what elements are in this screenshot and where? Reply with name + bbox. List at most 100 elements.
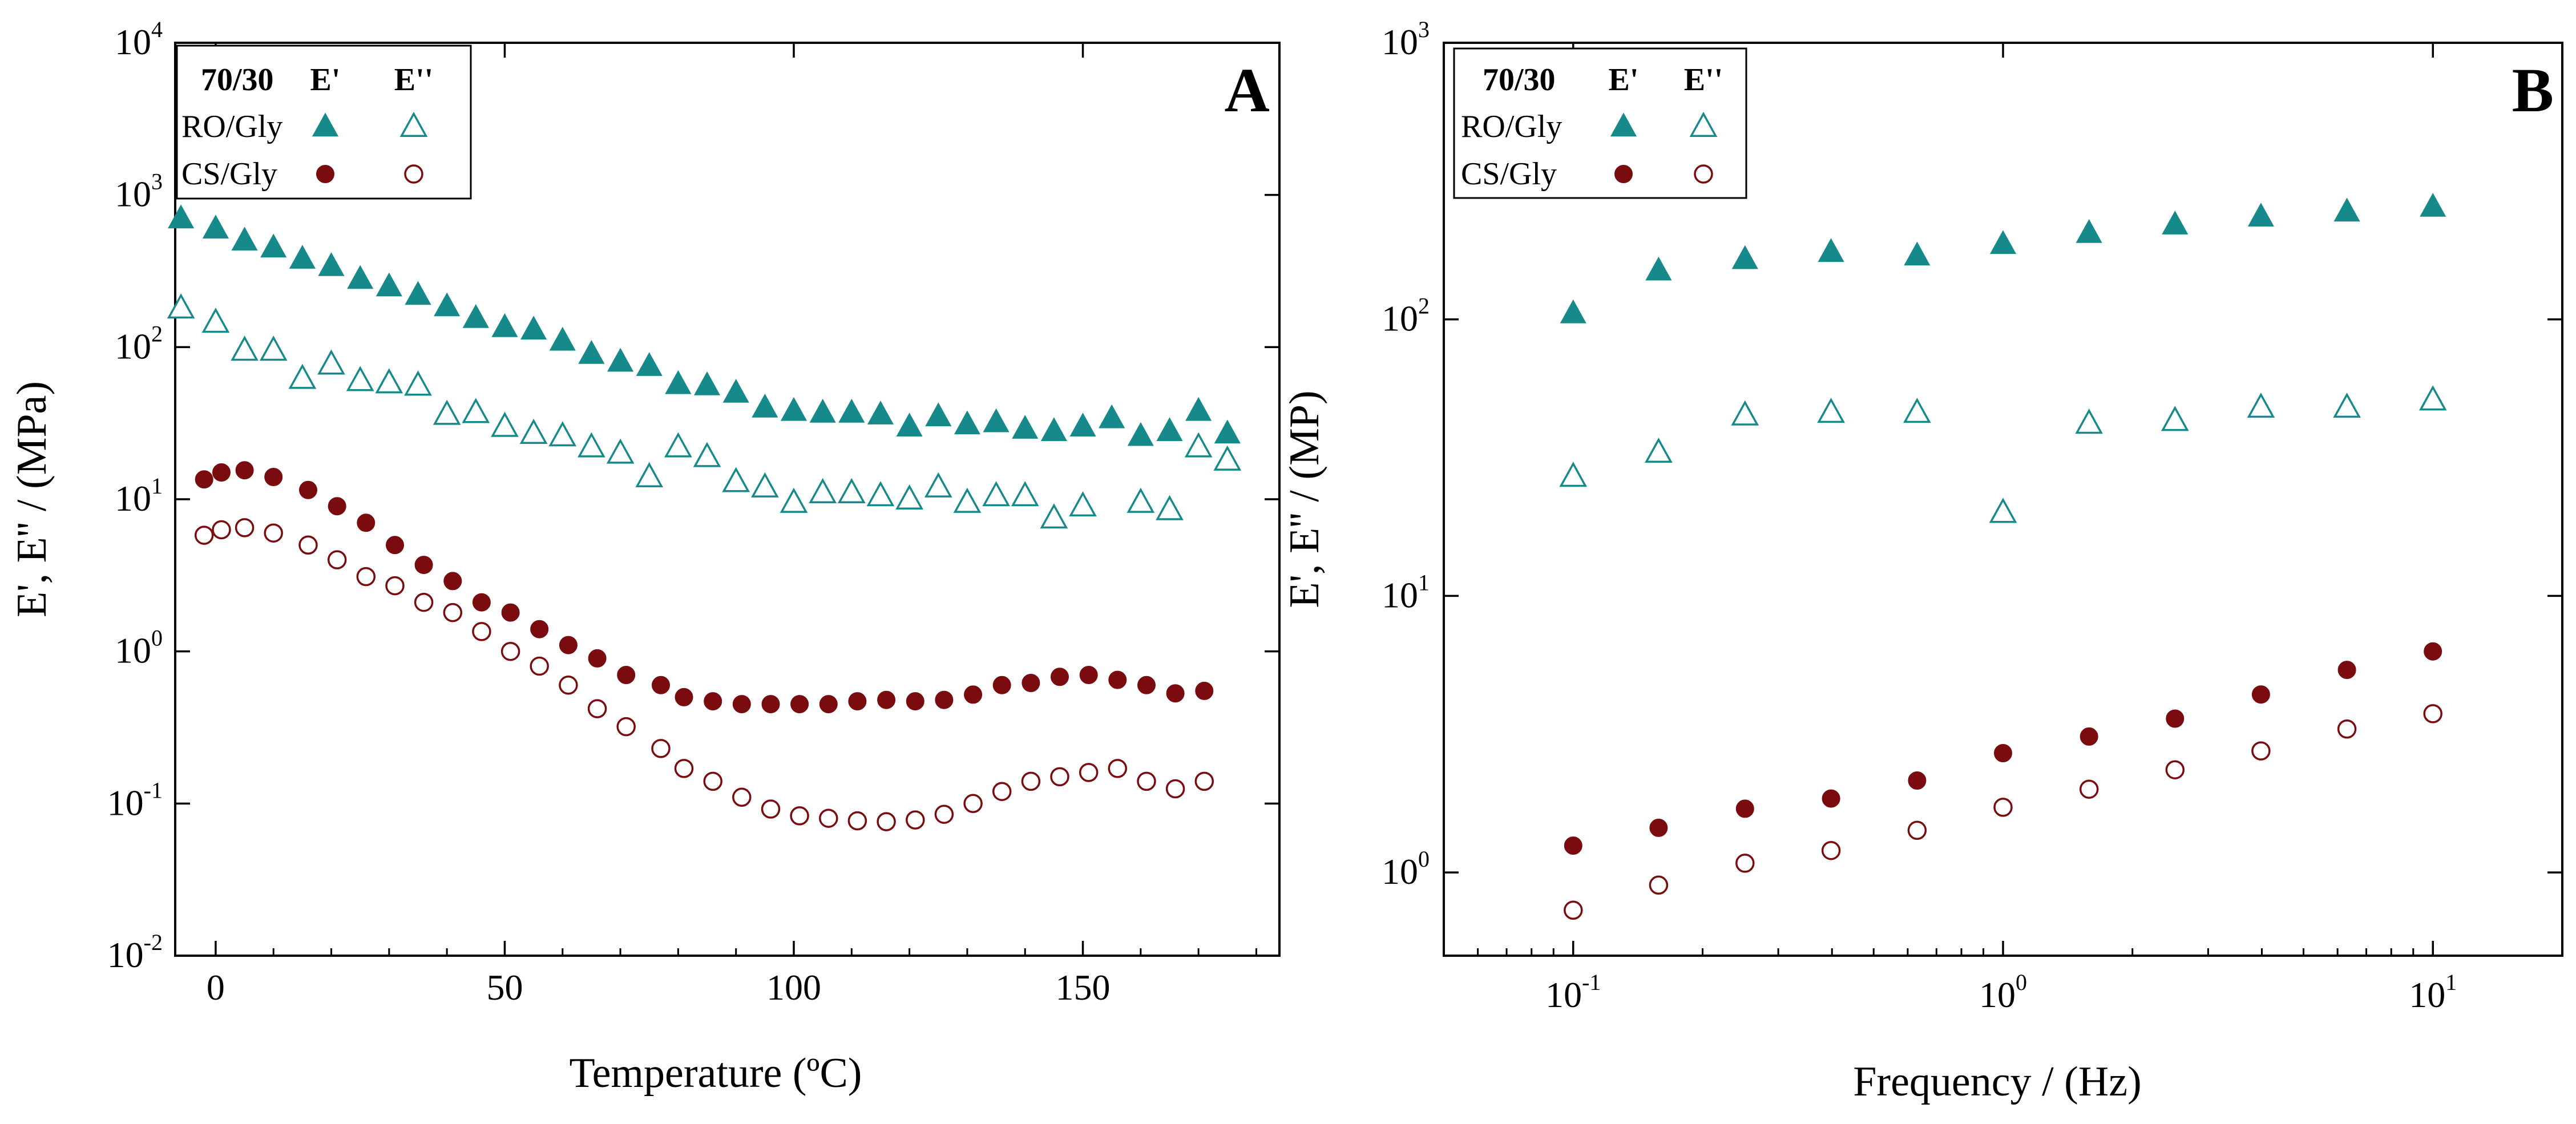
panel-b-series-2 [1559, 385, 2447, 523]
panel-a-y-tick-label: 10-2 [107, 929, 163, 975]
panel-a-data-point [1021, 771, 1041, 791]
panel-b-legend-col1: E' [1609, 62, 1639, 98]
panel-a-data-point [906, 810, 925, 830]
panel-b-data-point [1731, 400, 1759, 426]
panel-a-data-point [1069, 413, 1096, 436]
panel-b-data-point [1731, 245, 1758, 269]
panel-a-data-point [906, 692, 924, 711]
panel-b-legend-markers [1610, 111, 1718, 184]
panel-b-data-point [2247, 203, 2274, 227]
panel-a-data-point [212, 520, 231, 540]
panel-b-data-point [1817, 398, 1845, 423]
panel-a-data-point [201, 308, 230, 333]
panel-a-data-point [751, 472, 779, 498]
panel-b-data-point [1994, 744, 2012, 762]
panel-b-data-point [2165, 760, 2185, 779]
panel-b-legend-marker-open [1694, 164, 1713, 184]
panel-a-data-point [1051, 668, 1069, 686]
panel-a-legend-row1-label: RO/Gly [181, 109, 282, 144]
panel-a-data-point [1069, 491, 1097, 517]
panel-a-data-point [414, 592, 434, 612]
panel-a-data-point [202, 215, 229, 238]
panel-b-legend-marker-filled [1614, 165, 1633, 183]
panel-a-data-point [1194, 771, 1214, 791]
panel-b-series-1 [1560, 193, 2446, 324]
panel-b-data-point [1645, 437, 1673, 463]
panel-a-data-point [1079, 666, 1098, 684]
panel-a-data-point [231, 335, 259, 361]
panel-b-data-point [1649, 875, 1669, 895]
panel-a-data-point [194, 525, 214, 545]
panel-a-data-point [1166, 684, 1185, 703]
panel-b-data-point [1564, 900, 1583, 920]
panel-a-x-axis-title: Temperature (ºC) [570, 1050, 862, 1097]
panel-a-data-point [934, 804, 954, 824]
panel-a-data-point [386, 536, 404, 555]
panel-a-data-point [519, 418, 548, 444]
panel-a-data-point [588, 649, 607, 668]
panel-a-data-point [264, 523, 283, 543]
panel-a-legend-marker-open [399, 111, 428, 137]
panel-b-label: B [2512, 55, 2554, 125]
panel-a-data-point [1127, 487, 1155, 513]
panel-b-x-tick-label: 100 [1979, 969, 2027, 1015]
panel-a-y-tick-label: 103 [115, 169, 163, 215]
panel-a-data-point [404, 370, 432, 396]
panel-a-data-point [664, 432, 692, 458]
panel-a-data-point [635, 462, 664, 487]
panel-a-x-tick-label: 50 [486, 967, 523, 1008]
panel-a-data-point [1021, 674, 1040, 692]
panel-a-data-point [704, 692, 722, 711]
panel-a-legend-marker-filled [312, 112, 339, 137]
panel-a-data-point [982, 481, 1010, 507]
panel-b-data-point [2251, 741, 2271, 761]
panel-a-legend-sample: 70/30 [201, 62, 274, 98]
panel-b-data-point [2080, 727, 2098, 746]
panel-a-legend-marker-filled [316, 165, 334, 183]
panel-a-data-point [651, 739, 671, 758]
panel-a-x-tick-label: 0 [207, 967, 225, 1008]
panel-a-data-point [212, 463, 231, 482]
panel-b-y-axis: 100 101 102 103 [1382, 17, 2562, 892]
panel-b-data-point [1989, 230, 2017, 254]
panel-a-data-point [559, 636, 578, 654]
panel-a-data-point [674, 759, 694, 778]
panel-a-data-point [780, 397, 807, 421]
panel-a-y-tick-label: 10-1 [107, 777, 163, 823]
panel-a-data-point [1195, 681, 1214, 700]
panel-a-data-point [780, 487, 808, 513]
panel-a-legend: 70/30 E' E'' RO/Gly CS/Gly [176, 45, 472, 200]
panel-a-data-point [665, 370, 692, 394]
panel-a-legend-markers [312, 111, 428, 184]
panel-a-data-point [1099, 404, 1125, 428]
panel-b-x-axis-title: Frequency / (Hz) [1853, 1058, 2141, 1105]
panel-b-data-point [2333, 393, 2361, 418]
panel-b-data-point [2166, 709, 2185, 728]
panel-a-data-point [434, 292, 461, 317]
panel-a-data-point [1156, 495, 1184, 520]
panel-a-data-point [548, 421, 577, 447]
panel-a-legend-row2-label: CS/Gly [181, 156, 277, 192]
panel-b-data-point [2075, 409, 2103, 434]
panel-b-series-3 [1564, 642, 2442, 855]
panel-a-data-point [347, 265, 374, 289]
panel-a-data-point [983, 408, 1010, 432]
panel-a-x-tick-label: 100 [766, 967, 821, 1008]
panel-a-data-point [924, 472, 952, 498]
panel-a-data-point [1012, 415, 1039, 439]
panel-a-data-point [168, 204, 195, 229]
panel-a-data-point [652, 676, 670, 694]
panel-a-data-point [520, 316, 547, 340]
panel-b-data-point [1907, 820, 1927, 840]
panel-b-legend-col2: E'' [1684, 62, 1723, 98]
panel-a-data-point [877, 690, 896, 709]
panel-a-y-tick-label: 102 [115, 321, 163, 366]
panel-b-data-point [1560, 299, 1586, 324]
panel-a-data-point [1213, 445, 1242, 471]
panel-a-data-point [1184, 432, 1213, 458]
panel-b-data-point [1649, 818, 1668, 837]
panel-a-data-point [462, 304, 489, 328]
panel-a-data-point [288, 363, 317, 389]
panel-b-data-point [1904, 241, 1931, 266]
